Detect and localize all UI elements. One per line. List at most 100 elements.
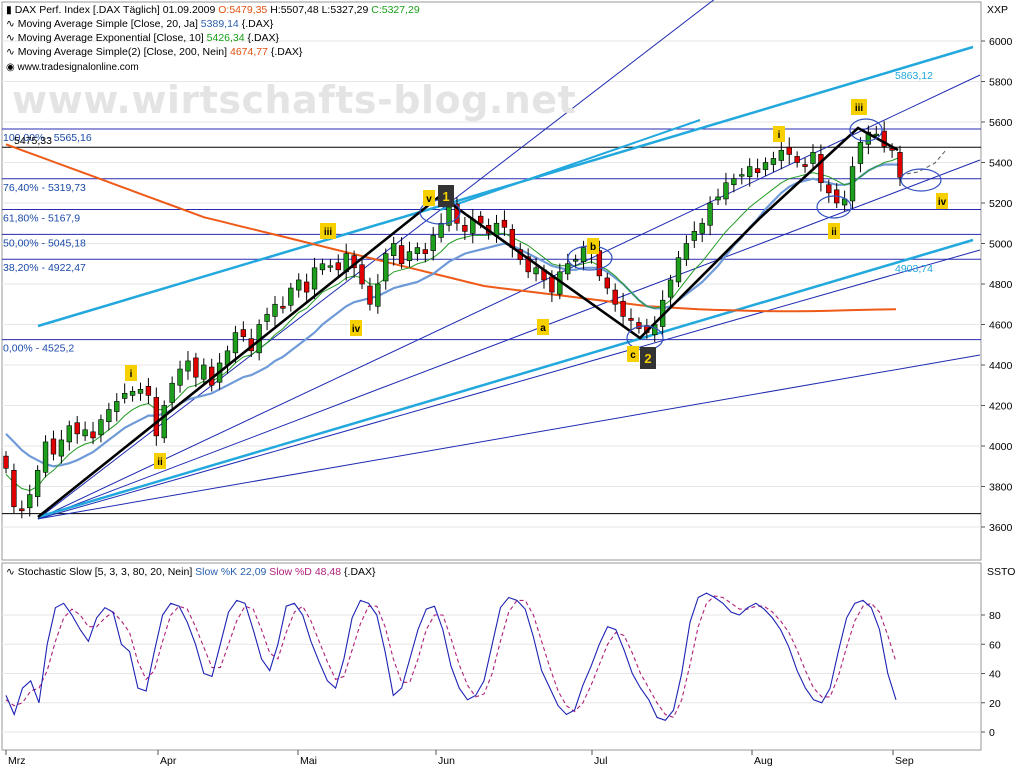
y-tick-label: 5800: [989, 77, 1013, 89]
candle-body: [731, 178, 737, 186]
candle-body: [683, 243, 690, 261]
candle-body: [383, 253, 389, 282]
candle-body: [580, 247, 587, 263]
candle-body: [818, 154, 824, 184]
candle-body: [50, 438, 57, 455]
candle-body: [303, 281, 310, 293]
ema10-label: Moving Average Exponential [Close, 10]: [17, 32, 204, 44]
y-tick-label: 4600: [989, 320, 1013, 332]
candle-body: [620, 300, 626, 317]
candle-body: [169, 382, 175, 403]
sma200-label: Moving Average Simple(2) [Close, 200, Ne…: [17, 46, 228, 58]
candle-body: [572, 259, 579, 262]
x-tick-label: Sep: [895, 755, 914, 767]
date-label: 01.09.2009: [162, 4, 216, 16]
candle-body: [145, 385, 152, 396]
candle-body: [857, 141, 864, 164]
wave-count-path: [37, 126, 899, 519]
candle-body: [802, 164, 808, 167]
candle-body: [129, 391, 136, 396]
candle-body: [565, 263, 571, 275]
candle-body: [628, 318, 634, 321]
wave-label: iv: [938, 197, 947, 208]
candle-body: [873, 133, 879, 136]
candle-body: [478, 215, 484, 224]
wave-label: ii: [157, 457, 163, 468]
candle-body: [296, 279, 302, 291]
watermark: www.wirtschafts-blog.net: [12, 78, 577, 122]
candle-body: [462, 224, 468, 232]
candle-body: [177, 368, 183, 386]
candle-body: [335, 262, 341, 271]
candle-body: [327, 265, 334, 268]
fan-line: [37, 159, 981, 520]
stoch-d-label: Slow %D: [269, 566, 312, 578]
wave-label-box: [423, 190, 435, 206]
highlight-ellipse: [900, 168, 942, 192]
candle-body: [240, 329, 247, 337]
wave-label-box: [773, 126, 785, 142]
candle-body: [881, 130, 887, 147]
wave-label: ii: [831, 227, 837, 238]
candle-body: [272, 303, 278, 317]
x-tick-label: Jun: [438, 755, 455, 767]
candle-body: [865, 131, 872, 145]
candle-body: [34, 469, 41, 497]
fib-level-label: 61,80% - 5167,9: [3, 213, 80, 225]
wave-label-box: [537, 319, 549, 335]
wave-label: v: [426, 194, 432, 205]
stoch-label: Stochastic Slow [5, 3, 3, 80, 20, Nein]: [17, 566, 193, 578]
stoch-y-tick-label: 20: [989, 698, 1001, 710]
y-tick-label: 4200: [989, 401, 1013, 413]
candle-icon: ▮: [6, 4, 15, 16]
horizontal-level-label: 5475,33: [14, 135, 52, 147]
wave-label: b: [590, 242, 596, 253]
candle-body: [42, 441, 49, 473]
wave-label: a: [540, 323, 546, 334]
candle-body: [715, 196, 721, 201]
highlight-ellipse: [849, 118, 883, 142]
candle-body: [90, 431, 96, 439]
count-label: 1: [442, 189, 449, 204]
wave-label-box: [587, 238, 599, 254]
y-tick-label: 5200: [989, 198, 1013, 210]
fib-level-label: 76,40% - 5319,73: [3, 182, 86, 194]
x-tick-label: Mai: [300, 755, 317, 767]
stochastic-panel: [1, 562, 982, 751]
sma20-label: Moving Average Simple [Close, 20, Ja]: [17, 18, 198, 30]
candle-body: [11, 469, 17, 508]
candle-body: [762, 162, 769, 170]
stoch-k-label: Slow %K: [195, 566, 238, 578]
price-scale-label: XXP: [987, 4, 1009, 16]
candle-body: [612, 289, 618, 305]
high-value: H:5507,48: [270, 4, 319, 16]
candle-body: [549, 276, 555, 293]
stoch-y-tick-label: 80: [989, 610, 1001, 622]
candle-body: [770, 158, 777, 165]
legend-sma200: ∿ Moving Average Simple(2) [Close, 200, …: [6, 46, 302, 58]
candle-body: [691, 231, 697, 241]
candle-body: [849, 166, 856, 202]
stoch-k-value: 22,09: [240, 566, 267, 578]
candle-body: [319, 263, 326, 271]
candle-body: [390, 243, 397, 256]
candle-body: [367, 285, 373, 305]
legend-stochastic: ∿ Stochastic Slow [5, 3, 3, 80, 20, Nein…: [6, 566, 376, 578]
candle-body: [185, 360, 191, 372]
candle-body: [707, 202, 713, 226]
candle-body: [264, 314, 270, 322]
close-value: C:5327,29: [371, 4, 420, 16]
candle-body: [398, 245, 405, 265]
candle-body: [747, 166, 753, 177]
y-tick-label: 5600: [989, 117, 1013, 129]
candle-body: [667, 279, 674, 298]
candle-body: [794, 156, 800, 163]
globe-icon: ◉: [6, 62, 18, 73]
legend-price: ▮ DAX Perf. Index [.DAX Täglich] 01.09.2…: [6, 4, 420, 16]
ema10-suffix: {.DAX}: [247, 32, 280, 44]
fan-line: [37, 249, 981, 520]
candle-body: [66, 425, 72, 443]
candle-body: [446, 206, 452, 226]
